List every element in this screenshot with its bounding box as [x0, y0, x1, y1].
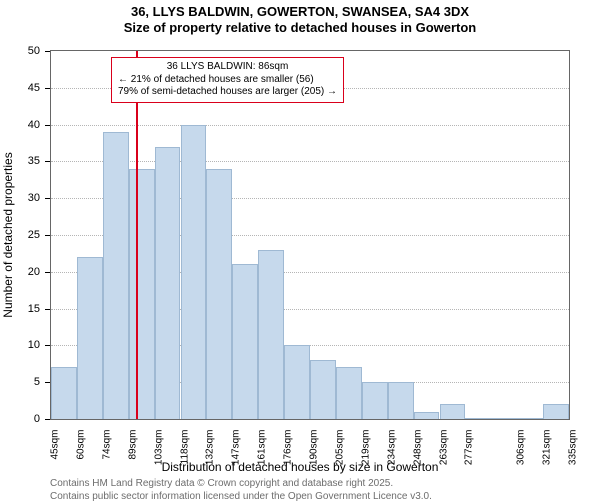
chart-container: 36, LLYS BALDWIN, GOWERTON, SWANSEA, SA4… — [0, 0, 600, 500]
histogram-bar — [181, 125, 207, 419]
histogram-bar — [155, 147, 181, 419]
histogram-bar — [284, 345, 310, 419]
histogram-bar — [310, 360, 336, 419]
property-marker-line — [136, 51, 138, 419]
histogram-bar — [543, 404, 569, 419]
plot-area: 36 LLYS BALDWIN: 86sqm← 21% of detached … — [50, 50, 570, 420]
histogram-bar — [517, 418, 543, 419]
histogram-bar — [77, 257, 103, 419]
annotation-box: 36 LLYS BALDWIN: 86sqm← 21% of detached … — [111, 57, 344, 103]
histogram-bar — [491, 418, 517, 419]
y-tick-label: 15 — [0, 303, 40, 315]
histogram-bar — [414, 412, 440, 419]
gridline — [51, 161, 569, 162]
histogram-bar — [258, 250, 284, 419]
annotation-line: ← 21% of detached houses are smaller (56… — [118, 74, 337, 87]
footer-text: Contains HM Land Registry data © Crown c… — [50, 478, 432, 503]
x-axis-label: Distribution of detached houses by size … — [0, 460, 600, 474]
y-tick-label: 5 — [0, 376, 40, 388]
y-tick-label: 10 — [0, 339, 40, 351]
histogram-bar — [129, 169, 155, 419]
y-tick-label: 30 — [0, 192, 40, 204]
title-line1: 36, LLYS BALDWIN, GOWERTON, SWANSEA, SA4… — [0, 4, 600, 20]
y-tick-label: 40 — [0, 119, 40, 131]
histogram-bar — [103, 132, 129, 419]
histogram-bar — [440, 404, 466, 419]
histogram-bar — [51, 367, 77, 419]
title-line2: Size of property relative to detached ho… — [0, 20, 600, 36]
histogram-bar — [465, 418, 491, 419]
y-tick-label: 20 — [0, 266, 40, 278]
footer-line2: Contains public sector information licen… — [50, 491, 432, 503]
y-tick-label: 0 — [0, 413, 40, 425]
gridline — [51, 125, 569, 126]
annotation-line: 79% of semi-detached houses are larger (… — [118, 86, 337, 99]
histogram-bar — [206, 169, 232, 419]
histogram-bar — [232, 264, 258, 419]
histogram-bar — [362, 382, 388, 419]
title-block: 36, LLYS BALDWIN, GOWERTON, SWANSEA, SA4… — [0, 0, 600, 37]
histogram-bar — [336, 367, 362, 419]
histogram-bar — [388, 382, 414, 419]
y-tick-label: 45 — [0, 82, 40, 94]
y-tick-label: 25 — [0, 229, 40, 241]
footer-line1: Contains HM Land Registry data © Crown c… — [50, 478, 432, 491]
y-tick-label: 50 — [0, 45, 40, 57]
y-tick-label: 35 — [0, 155, 40, 167]
annotation-line: 36 LLYS BALDWIN: 86sqm — [118, 61, 337, 74]
